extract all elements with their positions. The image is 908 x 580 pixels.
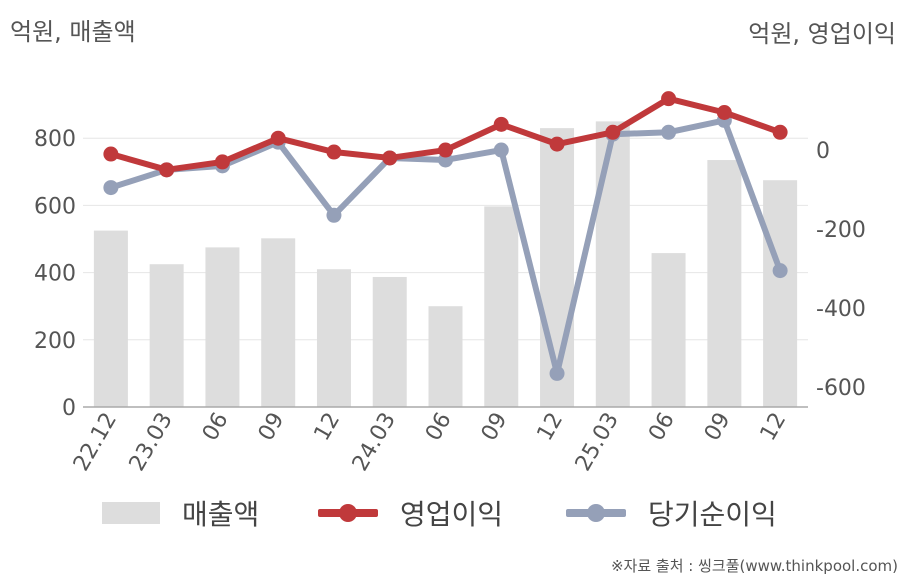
point-net [493, 142, 509, 158]
y-tick-label-right: 0 [816, 139, 830, 164]
point-net [326, 207, 342, 223]
x-tick-label: 23.03 [125, 409, 178, 476]
x-tick-label: 09 [254, 409, 290, 446]
x-tick-label: 06 [198, 409, 234, 446]
bar-revenue [205, 247, 240, 407]
x-tick-label: 22.12 [69, 409, 122, 476]
left-axis-unit: 억원, 매출액 [10, 18, 136, 46]
y-tick-label-left: 800 [34, 127, 76, 152]
point-operating [772, 124, 788, 140]
legend-label-revenue: 매출액 [182, 498, 260, 531]
bar-revenue [372, 276, 407, 407]
point-operating [103, 146, 119, 162]
point-net [772, 263, 788, 279]
point-operating [214, 154, 230, 170]
point-operating [549, 136, 565, 152]
point-operating [661, 91, 677, 107]
bar-revenue [707, 160, 742, 407]
legend-swatch-operating [318, 502, 378, 524]
point-operating [716, 105, 732, 121]
point-operating [438, 142, 453, 158]
x-tick-label: 12 [756, 409, 792, 446]
x-tick-label: 12 [310, 409, 346, 446]
point-operating [493, 116, 509, 132]
bar-revenue [149, 264, 184, 407]
bar-revenue [261, 238, 296, 407]
x-tick-label: 24.03 [348, 409, 401, 476]
x-tick-label: 09 [700, 409, 736, 446]
right-axis-unit: 억원, 영업이익 [748, 20, 896, 48]
chart-legend: 매출액 영업이익 당기순이익 [0, 488, 908, 538]
bar-revenue [316, 269, 351, 407]
x-tick-label: 06 [421, 409, 457, 446]
x-tick-label: 25.03 [571, 409, 624, 476]
point-net [549, 365, 565, 381]
legend-swatch-net [566, 502, 626, 524]
point-operating [159, 162, 175, 178]
y-tick-label-left: 200 [34, 329, 76, 354]
y-tick-label-right: -400 [816, 297, 866, 322]
bar-revenue [428, 306, 463, 407]
bar-revenue [651, 253, 686, 407]
legend-swatch-revenue [102, 502, 160, 524]
point-operating [326, 144, 342, 160]
y-tick-label-left: 600 [34, 194, 76, 219]
bar-revenue [595, 121, 630, 408]
bar-revenue [484, 206, 519, 407]
y-tick-label-right: -200 [816, 218, 866, 243]
y-tick-label-left: 400 [34, 262, 76, 287]
legend-label-operating: 영업이익 [400, 498, 504, 531]
y-tick-label-right: -600 [816, 376, 866, 401]
x-tick-label: 09 [477, 409, 513, 446]
source-note: ※자료 출처 : 씽크풀(www.thinkpool.com) [610, 557, 898, 575]
legend-item-revenue: 매출액 [102, 488, 259, 538]
x-tick-label: 12 [533, 409, 569, 446]
point-operating [605, 124, 621, 140]
bar-revenue [93, 230, 128, 407]
point-operating [382, 150, 398, 166]
legend-item-net: 당기순이익 [566, 488, 777, 538]
point-net [103, 180, 119, 196]
bar-revenue [763, 180, 798, 407]
combo-chart: 0 200 400 600 800 0 -200 -400 -600 22.12 23.03 06 09… [34, 91, 866, 476]
y-tick-label-left: 0 [62, 396, 76, 421]
point-operating [270, 130, 286, 146]
legend-label-net: 당기순이익 [648, 498, 777, 531]
legend-item-operating: 영업이익 [318, 488, 503, 538]
x-tick-label: 06 [644, 409, 680, 446]
point-net [661, 124, 677, 140]
